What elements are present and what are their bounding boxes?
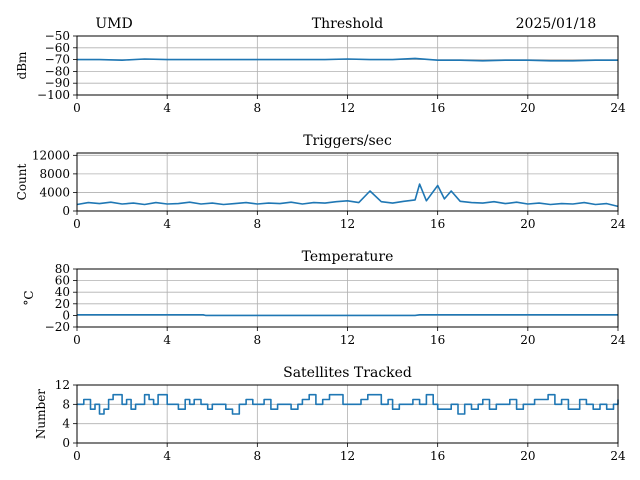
triggers-sec-xtick-label: 20 xyxy=(520,217,535,231)
triggers-sec-xtick-label: 12 xyxy=(340,217,355,231)
satellites-tracked-title: Satellites Tracked xyxy=(283,365,412,381)
temperature-ytick-label: 0 xyxy=(62,308,70,322)
temperature-xtick-label: 4 xyxy=(163,333,171,347)
satellites-tracked-ytick-label: 0 xyxy=(62,436,70,450)
threshold-panel: Threshold 0 4 8 12 16 20 24 −50−60−70−80−90−100 d… xyxy=(15,16,626,115)
temperature-ytick-label: 40 xyxy=(55,285,70,299)
threshold-ytick-label: −80 xyxy=(45,64,70,78)
satellites-tracked-xtick-label: 8 xyxy=(254,449,262,463)
satellites-tracked-ytick-label: 4 xyxy=(62,417,70,431)
threshold-xtick-label: 12 xyxy=(340,101,355,115)
threshold-series-line xyxy=(77,57,618,62)
temperature-series-line xyxy=(77,314,618,317)
threshold-xtick-label: 24 xyxy=(610,101,626,115)
satellites-tracked-xtick-label: 20 xyxy=(520,449,535,463)
triggers-sec-ytick-label: 12000 xyxy=(32,148,70,162)
temperature-ytick-label: 60 xyxy=(55,274,70,288)
date-label: 2025/01/18 xyxy=(516,16,597,32)
threshold-ytick-label: −70 xyxy=(45,53,70,67)
temperature-xtick-label: 0 xyxy=(73,333,81,347)
satellites-tracked-series-line xyxy=(77,393,619,415)
triggers-sec-series-line xyxy=(76,183,619,208)
satellites-tracked-xtick-label: 4 xyxy=(163,449,171,463)
threshold-xtick-label: 8 xyxy=(254,101,262,115)
temperature-xtick-label: 24 xyxy=(610,333,626,347)
satellites-tracked-ytick-label: 12 xyxy=(55,378,70,392)
threshold-ytick-label: −90 xyxy=(45,76,70,90)
temperature-xtick-label: 12 xyxy=(340,333,355,347)
temperature-xtick-label: 20 xyxy=(520,333,535,347)
threshold-xtick-label: 4 xyxy=(163,101,171,115)
triggers-sec-xtick-label: 0 xyxy=(73,217,81,231)
satellites-tracked-xtick-label: 0 xyxy=(73,449,81,463)
satellites-tracked-xtick-label: 24 xyxy=(610,449,626,463)
satellites-tracked-xtick-label: 12 xyxy=(340,449,355,463)
temperature-ylabel: °C xyxy=(22,290,36,305)
threshold-xtick-label: 16 xyxy=(430,101,445,115)
threshold-axes-frame xyxy=(76,35,619,96)
threshold-ytick-label: −100 xyxy=(37,88,70,102)
temperature-ytick-label: −20 xyxy=(45,320,70,334)
triggers-sec-xtick-label: 24 xyxy=(610,217,626,231)
triggers-sec-axes-frame xyxy=(76,152,619,212)
threshold-title: Threshold xyxy=(312,16,383,32)
temperature-ytick-label: 20 xyxy=(55,297,70,311)
station-label: UMD xyxy=(95,16,132,32)
triggers-sec-ytick-label: 8000 xyxy=(39,167,70,181)
threshold-xtick-label: 20 xyxy=(520,101,535,115)
satellites-tracked-ytick-label: 8 xyxy=(62,397,70,411)
threshold-ytick-label: −50 xyxy=(45,29,70,43)
temperature-ytick-label: 80 xyxy=(55,262,70,276)
temperature-xtick-label: 16 xyxy=(430,333,445,347)
threshold-xtick-label: 0 xyxy=(73,101,81,115)
satellites-tracked-xtick-label: 16 xyxy=(430,449,445,463)
temperature-title: Temperature xyxy=(302,249,394,265)
triggers-sec-panel: Triggers/sec 0 4 8 12 16 20 24 12000 8000 4000 0 Cou… xyxy=(15,133,626,231)
satellites-tracked-axes-frame xyxy=(76,384,619,444)
triggers-sec-title: Triggers/sec xyxy=(303,133,392,149)
triggers-sec-xtick-label: 16 xyxy=(430,217,445,231)
triggers-sec-xtick-label: 4 xyxy=(163,217,171,231)
satellites-tracked-ylabel: Number xyxy=(34,389,48,439)
threshold-ytick-label: −60 xyxy=(45,41,70,55)
triggers-sec-xtick-label: 8 xyxy=(254,217,262,231)
satellites-tracked-panel: Satellites Tracked 0 4 8 12 16 20 24 12 8 4 0 Number xyxy=(34,365,626,463)
triggers-sec-ytick-label: 0 xyxy=(62,204,70,218)
temperature-axes-frame xyxy=(76,268,619,328)
triggers-sec-ylabel: Count xyxy=(15,163,29,200)
temperature-xtick-label: 8 xyxy=(254,333,262,347)
threshold-ylabel: dBm xyxy=(15,51,29,80)
triggers-sec-ytick-label: 4000 xyxy=(39,185,70,199)
